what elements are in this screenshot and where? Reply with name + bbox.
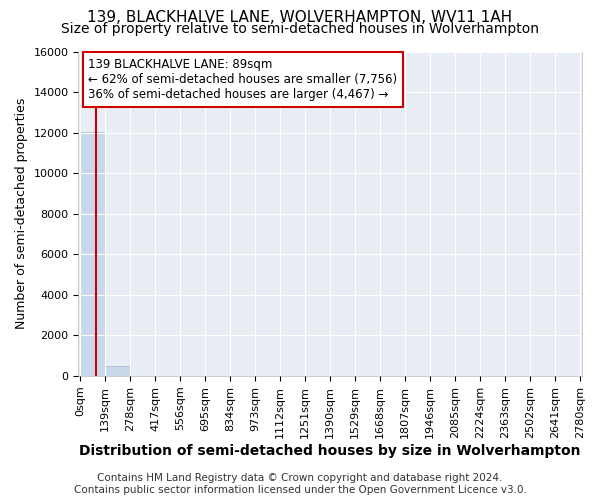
- X-axis label: Distribution of semi-detached houses by size in Wolverhampton: Distribution of semi-detached houses by …: [79, 444, 581, 458]
- Y-axis label: Number of semi-detached properties: Number of semi-detached properties: [15, 98, 28, 330]
- Bar: [106, 366, 130, 376]
- Text: Contains HM Land Registry data © Crown copyright and database right 2024.
Contai: Contains HM Land Registry data © Crown c…: [74, 474, 526, 495]
- Text: Size of property relative to semi-detached houses in Wolverhampton: Size of property relative to semi-detach…: [61, 22, 539, 36]
- Text: 139, BLACKHALVE LANE, WOLVERHAMPTON, WV11 1AH: 139, BLACKHALVE LANE, WOLVERHAMPTON, WV1…: [88, 10, 512, 25]
- Bar: [80, 132, 105, 376]
- Text: 139 BLACKHALVE LANE: 89sqm
← 62% of semi-detached houses are smaller (7,756)
36%: 139 BLACKHALVE LANE: 89sqm ← 62% of semi…: [88, 58, 398, 101]
